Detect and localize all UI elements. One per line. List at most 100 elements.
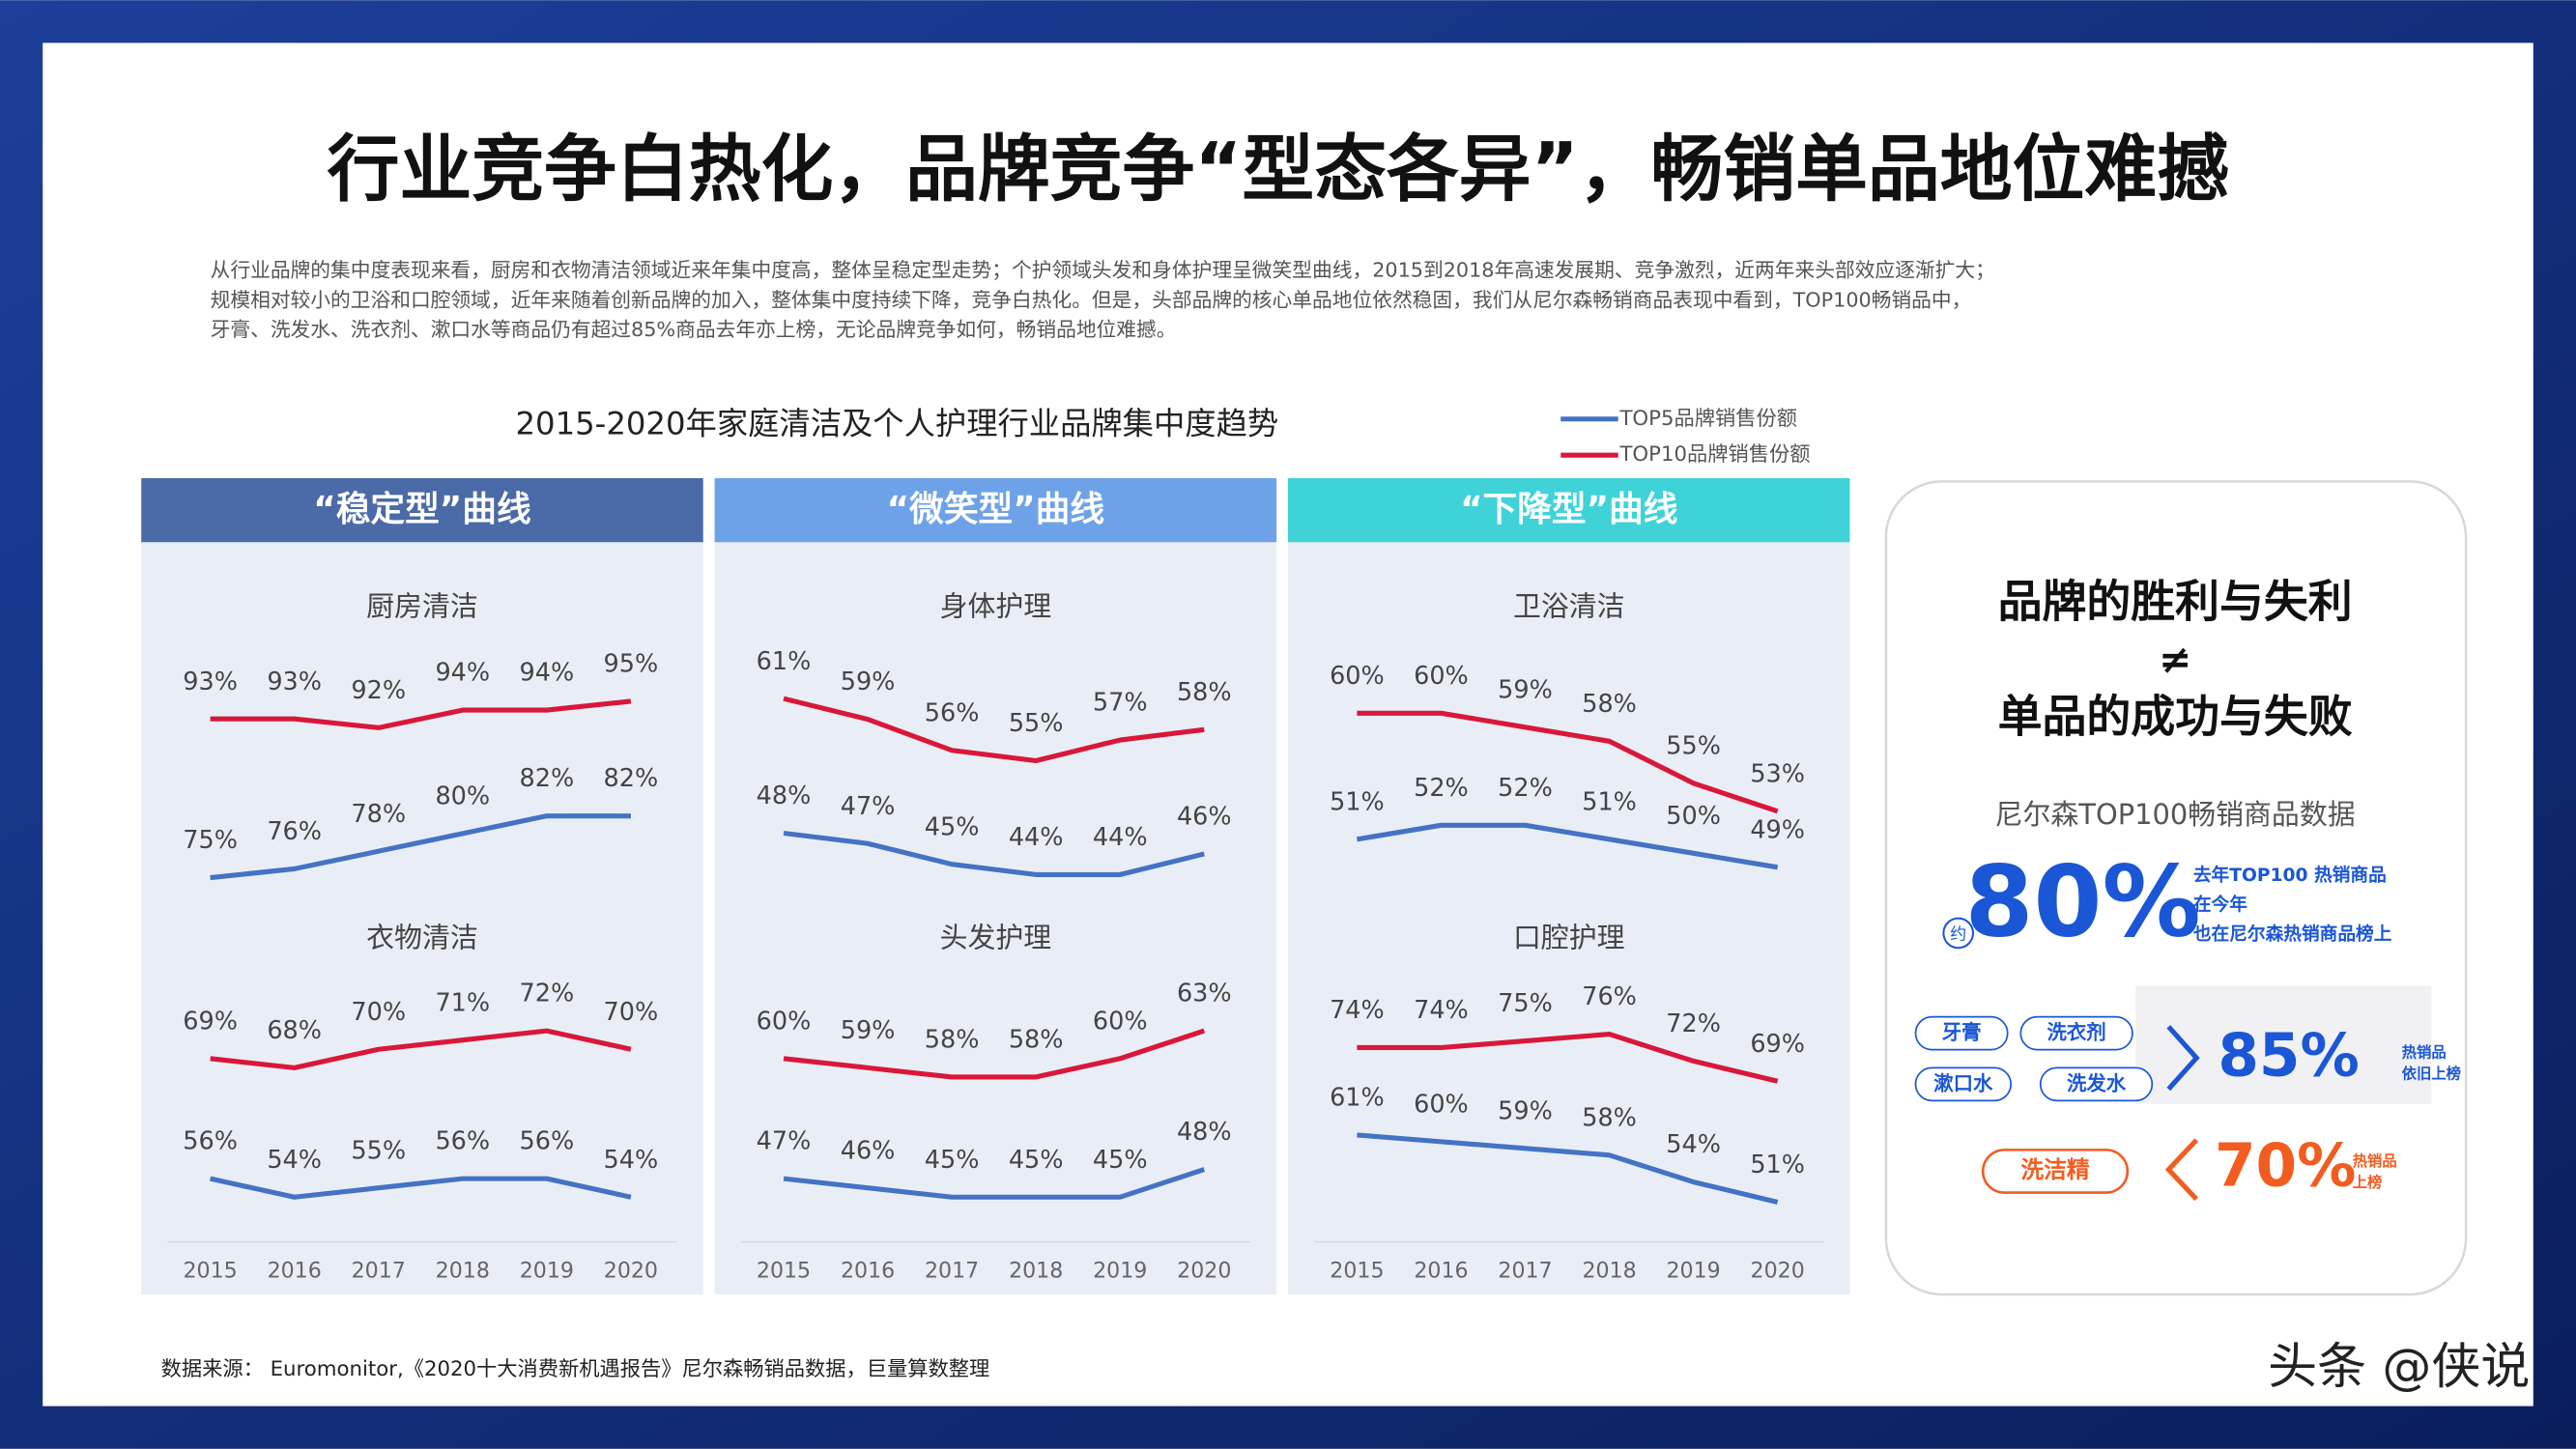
value-label: 54% [1666,1130,1721,1159]
value-label: 63% [1177,980,1232,1009]
chevron [2166,1025,2200,1092]
value-label: 44% [1009,823,1064,852]
x-tick-label: 2015 [184,1259,238,1284]
value-label: 46% [1177,803,1232,832]
card-headline: 单品的成功与失败 [1998,690,2353,742]
value-label: 55% [1009,709,1064,738]
value-label: 58% [1177,678,1232,707]
value-label: 56% [925,698,980,727]
item-pill [2019,1015,2133,1051]
item-pill [2039,1066,2154,1102]
about-text: 约 [1950,925,1966,945]
value-label: 56% [435,1127,490,1156]
value-label: 51% [1582,787,1637,816]
description-line: 从行业品牌的集中度表现来看，厨房和衣物清洁领域近来年集中度高，整体呈稳定型走势；… [211,259,1995,282]
x-tick-label: 2018 [1009,1259,1063,1284]
legend-label: TOP10品牌销售份额 [1618,442,1810,467]
panel-header [141,477,703,543]
value-label: 49% [1750,815,1805,844]
series-line [783,830,1205,877]
value-label: 82% [520,764,575,793]
value-label: 60% [1414,1090,1469,1119]
panel-body [714,542,1277,1294]
value-label: 78% [351,800,406,829]
value-label: 51% [1330,787,1385,816]
x-tick-label: 2016 [268,1259,322,1284]
value-label: 82% [604,764,659,793]
item-label: 洗衣剂 [2047,1021,2106,1044]
value-label: 51% [1750,1151,1805,1179]
x-tick-label: 2019 [520,1259,574,1284]
x-tick-label: 2015 [1330,1259,1384,1284]
item-pill [1914,1066,2012,1102]
value-label: 61% [757,647,812,676]
value-label: 95% [604,650,659,679]
x-tick-label: 2019 [1667,1259,1721,1284]
panel-title: “下降型”曲线 [1460,490,1677,529]
value-label: 72% [520,980,575,1009]
series-line [210,1176,632,1200]
subchart-title: 厨房清洁 [366,589,478,622]
subchart-title: 口腔护理 [1513,922,1625,954]
subchart-title: 头发护理 [940,922,1052,954]
value-label: 60% [757,1007,812,1036]
value-label: 68% [267,1016,322,1045]
value-label: 58% [925,1026,980,1055]
series-line [210,1028,632,1070]
value-label: 47% [841,792,896,821]
value-label: 71% [435,988,490,1017]
panel-header [1288,477,1850,543]
value-label: 74% [1414,996,1469,1025]
value-label: 45% [925,1146,980,1175]
value-label: 59% [1498,1096,1553,1125]
item-label: 牙膏 [1942,1021,1982,1044]
x-tick-label: 2019 [1093,1259,1147,1284]
group-stat: 70% [2215,1131,2356,1200]
panel-header [714,477,1277,543]
slide-title: 行业竞争白热化，品牌竞争“型态各异”，畅销单品地位难撼 [328,128,2229,212]
source-note: 数据来源： Euromonitor,《2020十大消费新机遇报告》尼尔森畅销品数… [161,1357,990,1381]
value-label: 60% [1330,662,1385,691]
x-tick-label: 2017 [1498,1259,1552,1284]
panel-body [141,542,703,1294]
value-label: 54% [267,1146,322,1175]
value-label: 92% [351,676,406,705]
x-tick-label: 2020 [604,1259,658,1284]
group-note: 上榜 [2353,1174,2383,1191]
x-tick-label: 2015 [757,1259,811,1284]
value-label: 94% [520,659,575,688]
about-badge [1942,917,1975,950]
x-tick-label: 2017 [925,1259,979,1284]
item-label: 洗洁精 [2020,1156,2090,1183]
value-label: 93% [267,668,322,696]
panel-title: “稳定型”曲线 [313,490,530,529]
subchart-title: 身体护理 [940,589,1052,622]
value-label: 53% [1750,759,1805,788]
stat-note: 也在尼尔森热销商品榜上 [2193,923,2392,945]
x-tick-label: 2020 [1177,1259,1231,1284]
value-label: 75% [1498,989,1553,1018]
value-label: 59% [1498,675,1553,704]
value-label: 74% [1330,996,1385,1025]
value-label: 56% [520,1127,575,1156]
stat-note: 在今年 [2193,895,2247,916]
x-tick-label: 2016 [1414,1259,1468,1284]
x-tick-label: 2018 [436,1259,490,1284]
x-tick-label: 2017 [352,1259,406,1284]
series-line [783,696,1205,764]
value-label: 55% [351,1136,406,1165]
subchart-title: 衣物清洁 [366,922,478,954]
value-label: 93% [183,668,238,696]
value-label: 44% [1093,823,1148,852]
value-label: 94% [435,659,490,688]
value-label: 80% [435,782,490,811]
series-line [783,1028,1206,1080]
series-line [210,698,632,730]
value-label: 61% [1330,1084,1385,1113]
series-line [210,813,631,881]
value-label: 54% [604,1146,659,1175]
value-label: 59% [841,668,896,696]
series-line [1357,1132,1779,1205]
